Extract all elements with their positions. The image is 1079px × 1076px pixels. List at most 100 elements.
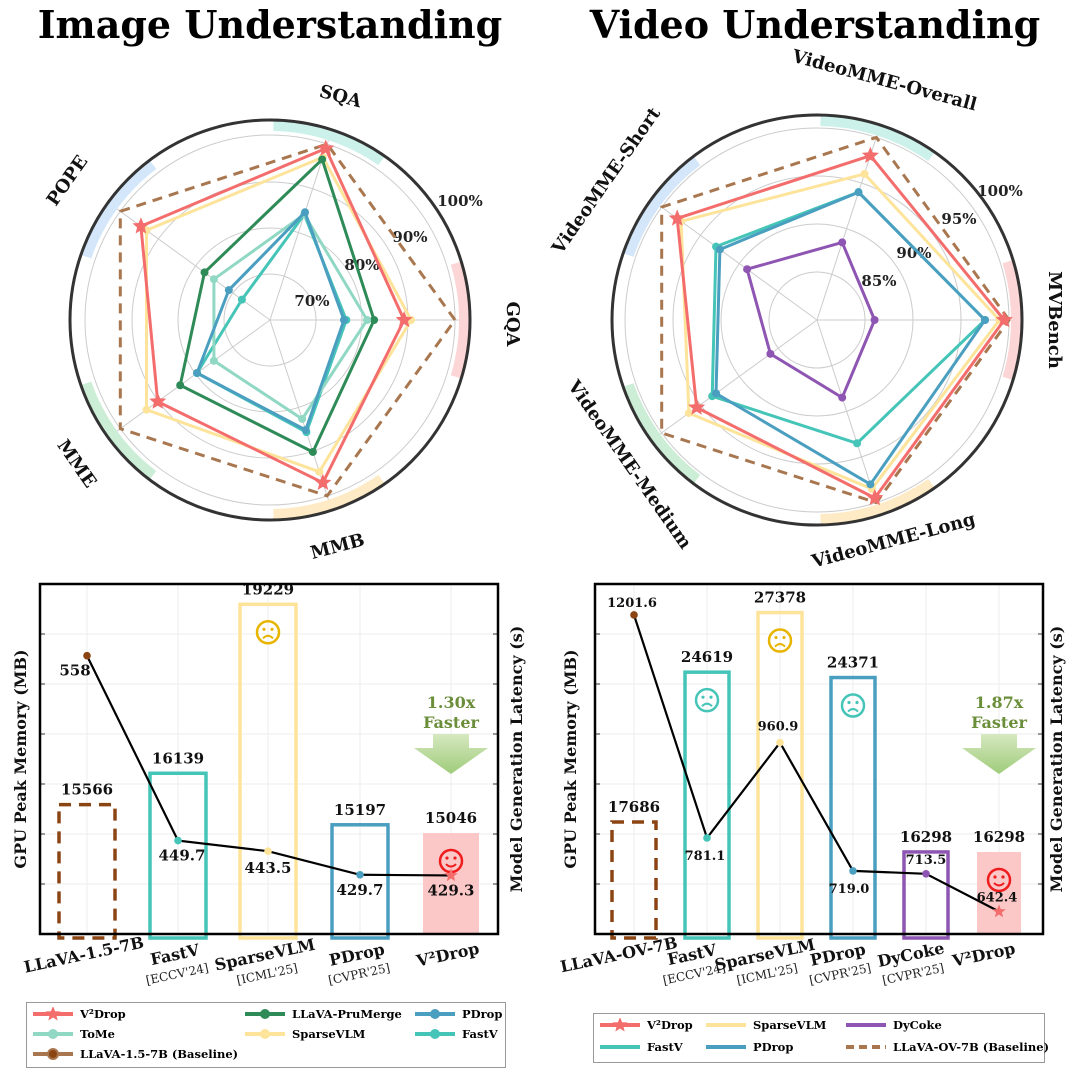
latency-point	[174, 836, 182, 845]
series-llava-ov-7b-baseline	[660, 135, 1011, 505]
point-dycoke	[870, 316, 879, 324]
point-llava-prumerge	[200, 268, 209, 277]
legend-item-sparsevlm: SparseVLM	[243, 1027, 365, 1041]
speedup-word: Faster	[971, 713, 1027, 732]
ring-label: 100%	[437, 192, 483, 210]
axis-label-videomme-short: VideoMME-Short	[547, 103, 665, 259]
pdrop-legend-icon	[415, 1009, 455, 1019]
legend-dot	[47, 1048, 59, 1060]
axis-label-pope: POPE	[43, 152, 93, 210]
point-llava-prumerge	[370, 316, 379, 324]
face-outline	[986, 867, 1012, 893]
series-v-drop	[139, 147, 406, 485]
legend-label: V²Drop	[80, 1007, 126, 1021]
legend-label: FastV	[647, 1040, 683, 1054]
face-eye	[1001, 875, 1005, 879]
face-eye	[855, 700, 859, 705]
point-pdrop	[301, 208, 310, 217]
sad-face-icon	[255, 620, 281, 645]
legend-label: PDrop	[753, 1040, 794, 1054]
axis-arc	[273, 474, 386, 521]
legend-dot	[430, 1009, 440, 1019]
legend-label: SparseVLM	[753, 1018, 827, 1032]
latency-point	[444, 868, 458, 882]
axis-label-mvbench: MVBench	[1044, 271, 1065, 369]
latency-point	[922, 870, 930, 878]
latency-line	[632, 614, 1000, 913]
legend-item-fastv: FastV	[598, 1040, 683, 1054]
point-v-drop	[668, 209, 686, 226]
series-v-drop	[675, 154, 1006, 500]
grid-spoke	[816, 135, 878, 321]
point-tome	[363, 316, 372, 324]
pdrop-legend-icon	[706, 1045, 746, 1049]
legend-item-dycoke: DyCoke	[844, 1018, 942, 1032]
bar-2	[238, 602, 298, 940]
point-pdrop	[981, 316, 989, 324]
speedup-label: 1.87x	[975, 693, 1024, 712]
v-drop-legend-icon	[600, 1018, 640, 1032]
latency-value-label: 960.9	[758, 720, 799, 735]
bar-value-label: 17686	[608, 798, 660, 816]
legend-item-pdrop: PDrop	[413, 1007, 502, 1021]
face-outline	[767, 628, 793, 653]
axis-arc	[820, 478, 936, 526]
face-mouth	[993, 882, 1005, 887]
legend-label: LLaVA-OV-7B (Baseline)	[893, 1040, 1050, 1054]
series-pdrop	[714, 190, 987, 486]
legend-item-tome: ToMe	[31, 1027, 115, 1041]
category-label: V²Drop	[414, 939, 481, 971]
point-fastv	[853, 439, 862, 448]
axis-arc	[820, 114, 936, 162]
point-pdrop	[712, 389, 721, 398]
legend-item-fastv: FastV	[413, 1027, 498, 1041]
bar-3	[330, 823, 390, 940]
grid-spoke	[659, 319, 818, 435]
y-axis-right-title: Model Generation Latency (s)	[507, 626, 526, 893]
face-outline	[694, 687, 720, 713]
point-fastv	[237, 295, 246, 304]
bar-0	[610, 820, 658, 940]
axis-arc	[273, 119, 386, 166]
point-pdrop	[854, 188, 863, 197]
axis-label-mmb: MMB	[308, 529, 367, 564]
llava-prumerge-legend-icon	[245, 1009, 285, 1019]
outer-ring	[610, 113, 1024, 527]
grid-spoke	[269, 140, 329, 321]
fastv-legend-icon	[600, 1045, 640, 1049]
legend-dot	[48, 1029, 58, 1039]
legend-item-llava-ov-7b-baseline: LLaVA-OV-7B (Baseline)	[844, 1040, 1049, 1054]
axis-arc	[79, 381, 157, 481]
ring-label: 95%	[941, 210, 976, 228]
video-bar-chart: 17686 24619 27378 24371 16298 16298 1201.6 781.…	[559, 582, 1066, 988]
face-eye	[774, 635, 778, 640]
point-llava-prumerge	[176, 381, 185, 390]
bar-4	[902, 850, 950, 940]
latency-value-label: 429.3	[428, 881, 475, 899]
point-sparsevlm	[142, 405, 151, 414]
fastv-legend-icon	[415, 1029, 455, 1039]
happy-face-icon	[986, 867, 1012, 893]
series-pdrop	[195, 210, 346, 432]
face-eye	[453, 856, 457, 860]
legend-item-llava-1-5-7b-baseline: LLaVA-1.5-7B (Baseline)	[31, 1047, 238, 1061]
y-axis-right-title: Model Generation Latency (s)	[1047, 626, 1066, 893]
latency-value-label: 558	[59, 662, 90, 680]
llava-ov-7b-baseline-legend-icon	[846, 1045, 886, 1049]
latency-value-label: 443.5	[245, 859, 292, 877]
axis-arc	[622, 383, 701, 485]
point-pdrop	[224, 286, 233, 295]
y-axis-left-title: GPU Peak Memory (MB)	[561, 649, 580, 868]
point-v-drop	[995, 311, 1013, 328]
speedup-arrow-icon	[962, 734, 1036, 774]
point-dycoke	[766, 349, 775, 358]
bar-value-label: 15046	[425, 809, 477, 827]
series-llava-prumerge	[178, 157, 376, 454]
axis-label-sqa: SQA	[317, 81, 365, 113]
latency-point	[992, 904, 1006, 918]
bar-value-label: 27378	[754, 589, 806, 607]
legend-label: DyCoke	[893, 1018, 942, 1032]
series-sparsevlm	[679, 172, 1001, 491]
bar-value-label: 24619	[681, 648, 733, 666]
